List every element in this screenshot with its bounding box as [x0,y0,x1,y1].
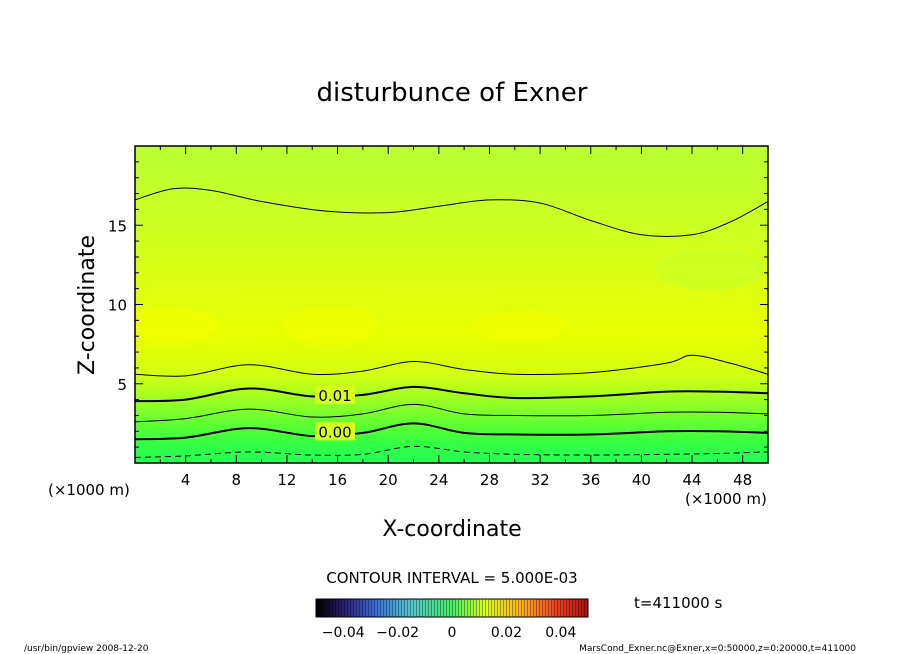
footer-left: /usr/bin/gpview 2008-12-20 [24,644,149,654]
x-unit-right: (×1000 m) [685,490,767,508]
x-tick-label: 44 [682,471,701,489]
contour-label-bg [315,422,356,441]
x-tick-label: 24 [429,471,448,489]
contour-line [135,445,768,458]
x-tick-label: 48 [733,471,752,489]
contour-line [135,354,768,377]
x-tick-label: 8 [232,471,242,489]
colorbar-tick-label: −0.02 [376,625,419,641]
contour-line [135,422,768,441]
contour-label: 0.01 [318,387,351,405]
colorbar: −0.04 −0.02 0 0.02 0.04 [315,598,589,641]
x-tick-label: 4 [181,471,191,489]
x-tick-label: 28 [480,471,499,489]
field-low-patch [655,250,765,290]
field-max-patch [135,308,220,344]
x-unit-left: (×1000 m) [48,481,130,499]
colorbar-stripes [316,599,588,617]
footer-right: MarsCond_Exner.nc@Exner,x=0:50000,z=0:20… [579,644,856,654]
colorbar-tick-label: 0.02 [491,625,522,641]
x-tick-label: 36 [581,471,600,489]
contour-label-bg [315,385,356,404]
chart-title: disturbunce of Exner [317,78,588,108]
x-tick-label: 32 [531,471,550,489]
plot-area: 0.01 0.00 [134,145,769,464]
field-highlights [135,250,765,345]
x-tick-label: 20 [379,471,398,489]
y-tick-label: 15 [108,217,127,235]
colorbar-tick-label: 0 [448,625,457,641]
field-max-patch [282,307,378,345]
x-axis-ticks: 4 8 12 16 20 24 28 32 36 40 44 48 [159,146,752,489]
y-tick-label: 10 [108,297,127,315]
y-axis-ticks: 5 10 15 [108,161,768,448]
y-axis-label: Z-coordinate [75,235,100,375]
x-tick-label: 16 [328,471,347,489]
contour-line [135,403,768,423]
colorbar-frame [315,598,589,618]
field-fill [135,146,768,463]
time-label: t=411000 s [634,594,722,612]
colorbar-tick-label: 0.04 [545,625,576,641]
contour-line [135,187,768,237]
contour-interval-text: CONTOUR INTERVAL = 5.000E-03 [326,569,577,587]
x-tick-label: 12 [277,471,296,489]
field-max-patch [472,311,568,341]
contour-label: 0.00 [318,423,351,441]
contour-line [135,385,768,403]
x-tick-label: 40 [632,471,651,489]
x-axis-label: X-coordinate [382,517,521,542]
y-tick-label: 5 [117,376,127,394]
colorbar-tick-label: −0.04 [322,625,365,641]
